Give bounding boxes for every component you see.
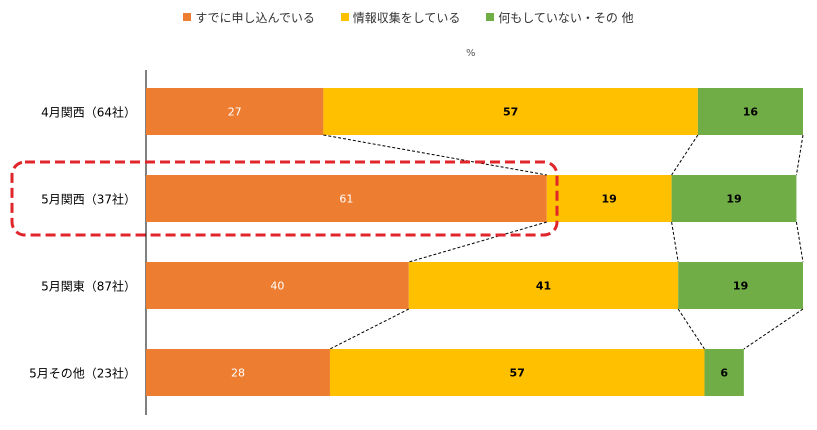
- bar-segment: [678, 262, 803, 309]
- bar-segment: [323, 88, 698, 135]
- legend-item-applied: すでに申し込んでいる: [183, 9, 315, 26]
- data-label: 6: [720, 367, 728, 380]
- category-label: 4月関西（64社）: [41, 105, 136, 120]
- series-connector-line: [795, 221, 804, 263]
- legend-swatch-yellow: [340, 13, 349, 21]
- legend-label: 何もしていない・その 他: [498, 11, 634, 25]
- data-label: 41: [536, 280, 551, 293]
- bar-segment: [146, 262, 409, 309]
- legend-item-nothing: 何もしていない・その 他: [486, 9, 634, 26]
- series-connector-line: [743, 308, 804, 350]
- category-label: 5月その他（23社）: [29, 366, 136, 381]
- bar-segment: [546, 175, 672, 222]
- legend-label: 情報収集をしている: [352, 11, 461, 25]
- data-label: 27: [228, 106, 242, 119]
- legend-swatch-green: [486, 13, 495, 21]
- data-label: 28: [231, 367, 245, 380]
- data-label: 16: [743, 106, 759, 119]
- data-label: 19: [726, 193, 741, 206]
- bar-segment: [329, 349, 705, 396]
- category-label: 5月関東（87社）: [41, 279, 136, 294]
- series-connector-line: [329, 308, 410, 350]
- series-connector-line: [408, 221, 547, 263]
- legend-label: すでに申し込んでいる: [195, 11, 315, 25]
- series-connector-line: [795, 134, 804, 176]
- series-connector-line: [671, 134, 699, 176]
- bar-segment: [671, 175, 797, 222]
- legend-swatch-orange: [183, 13, 192, 21]
- series-connector-line: [677, 308, 705, 350]
- data-label: 61: [339, 193, 353, 206]
- unit-label: %: [466, 48, 476, 59]
- data-label: 19: [602, 193, 617, 206]
- bar-segment: [408, 262, 679, 309]
- bar-segment: [146, 349, 330, 396]
- bar-segment: [146, 175, 547, 222]
- data-label: 40: [270, 280, 284, 293]
- bar-segment: [697, 88, 803, 135]
- series-connector-line: [671, 221, 679, 263]
- highlight-box: [10, 160, 559, 237]
- legend-item-gathering: 情報収集をしている: [340, 9, 461, 26]
- category-label: 5月関西（37社）: [41, 192, 136, 207]
- data-label: 57: [503, 106, 518, 119]
- series-connector-line: [323, 134, 547, 176]
- legend: すでに申し込んでいる 情報収集をしている 何もしていない・その 他: [0, 9, 817, 26]
- data-label: 19: [733, 280, 748, 293]
- data-label: 57: [510, 367, 525, 380]
- bar-segment: [146, 88, 324, 135]
- bar-segment: [704, 349, 744, 396]
